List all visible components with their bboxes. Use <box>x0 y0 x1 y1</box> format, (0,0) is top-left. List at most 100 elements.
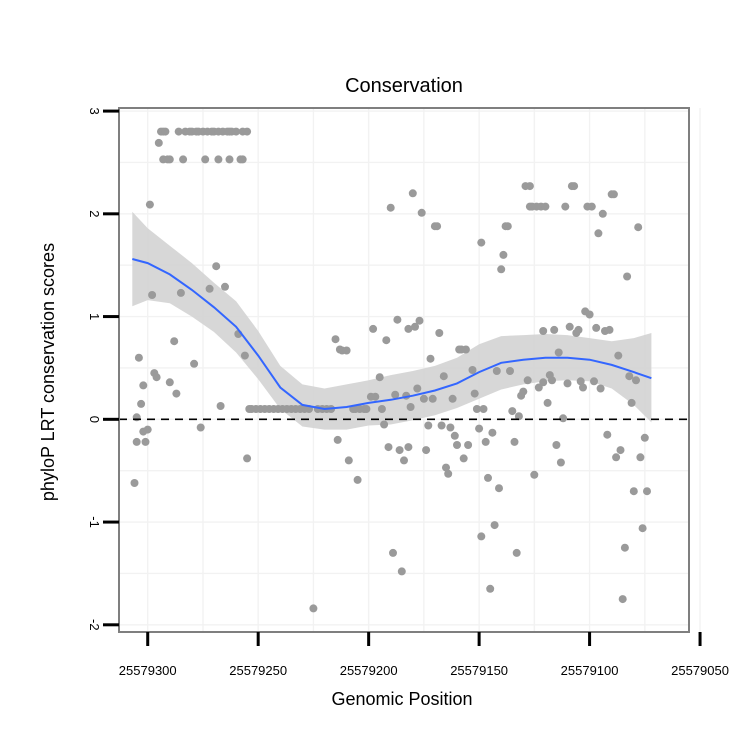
data-point <box>623 272 632 281</box>
data-point <box>225 155 234 164</box>
data-point <box>497 265 506 274</box>
data-point <box>344 456 353 465</box>
data-point <box>490 521 499 530</box>
data-point <box>587 202 596 211</box>
data-point <box>477 238 486 247</box>
data-point <box>570 182 579 191</box>
data-point <box>380 420 389 429</box>
data-point <box>506 367 514 375</box>
data-point <box>625 372 634 381</box>
data-point <box>433 222 442 231</box>
y-tick-label: 0 <box>87 416 102 423</box>
data-point <box>620 543 629 552</box>
data-point <box>598 209 607 218</box>
data-point <box>459 454 468 463</box>
data-point <box>238 155 247 164</box>
y-tick-label: -1 <box>87 516 102 528</box>
x-axis-label: Genomic Position <box>331 689 472 709</box>
data-point <box>548 376 556 385</box>
data-point <box>442 463 450 472</box>
y-tick-label: 1 <box>87 313 102 320</box>
data-point <box>609 190 618 199</box>
data-point <box>503 222 512 231</box>
data-point <box>539 378 548 387</box>
data-point <box>331 335 340 344</box>
data-point <box>523 376 532 385</box>
data-point <box>139 381 148 390</box>
data-point <box>640 433 649 442</box>
data-point <box>484 473 492 482</box>
data-point <box>221 282 229 291</box>
data-point <box>214 155 223 164</box>
data-point <box>534 383 543 392</box>
data-point <box>453 441 461 449</box>
data-point <box>541 202 550 211</box>
data-point <box>554 348 563 357</box>
data-point <box>468 366 477 374</box>
data-point <box>550 325 559 334</box>
data-point <box>309 604 318 613</box>
data-point <box>464 441 473 449</box>
x-tick-label: 25579300 <box>119 663 177 678</box>
data-point <box>576 377 585 386</box>
data-point <box>154 138 163 147</box>
data-point <box>636 453 645 462</box>
data-point <box>495 484 503 493</box>
y-axis: -2 -1 0 1 2 3 <box>87 107 119 631</box>
data-point <box>400 456 408 465</box>
data-point <box>561 202 570 211</box>
data-point <box>371 392 380 401</box>
data-point <box>422 446 431 455</box>
data-point <box>216 402 225 410</box>
data-point <box>201 155 210 164</box>
data-point <box>614 351 623 360</box>
y-axis-label: phyloP LRT conservation scores <box>38 243 58 501</box>
x-tick-label: 25579250 <box>229 663 287 678</box>
data-point <box>475 424 484 433</box>
x-tick-label: 25579200 <box>340 663 398 678</box>
data-point <box>165 155 174 164</box>
data-point <box>196 423 205 432</box>
data-point <box>488 428 497 437</box>
data-point <box>634 223 643 232</box>
data-point <box>492 367 501 375</box>
data-point <box>205 284 214 293</box>
data-point <box>643 487 651 496</box>
data-point <box>174 127 183 136</box>
data-point <box>585 310 594 319</box>
data-point <box>514 412 523 421</box>
data-point <box>408 189 417 198</box>
data-point <box>419 394 428 403</box>
data-point <box>179 155 188 164</box>
smooth-line <box>132 258 652 411</box>
data-point <box>130 479 139 487</box>
data-point <box>172 389 181 398</box>
data-point <box>563 379 572 388</box>
data-point <box>638 524 647 533</box>
data-point <box>574 325 583 334</box>
data-point <box>243 454 252 463</box>
data-point <box>594 229 603 238</box>
data-point <box>446 423 455 432</box>
data-point <box>413 384 422 393</box>
data-point <box>165 378 174 387</box>
data-point <box>512 548 521 557</box>
data-point <box>137 399 146 408</box>
data-point <box>565 322 574 331</box>
data-point <box>477 532 486 541</box>
data-point <box>170 337 179 346</box>
data-point <box>530 470 539 479</box>
data-point <box>406 403 415 411</box>
data-point <box>552 441 561 449</box>
data-point <box>404 443 413 452</box>
data-point <box>632 376 640 385</box>
data-point <box>543 398 552 407</box>
data-point <box>486 584 495 593</box>
data-point <box>212 262 221 271</box>
data-point <box>444 469 453 478</box>
data-point <box>148 291 157 299</box>
data-point <box>616 446 625 455</box>
data-point <box>243 127 252 136</box>
data-point <box>384 443 393 452</box>
